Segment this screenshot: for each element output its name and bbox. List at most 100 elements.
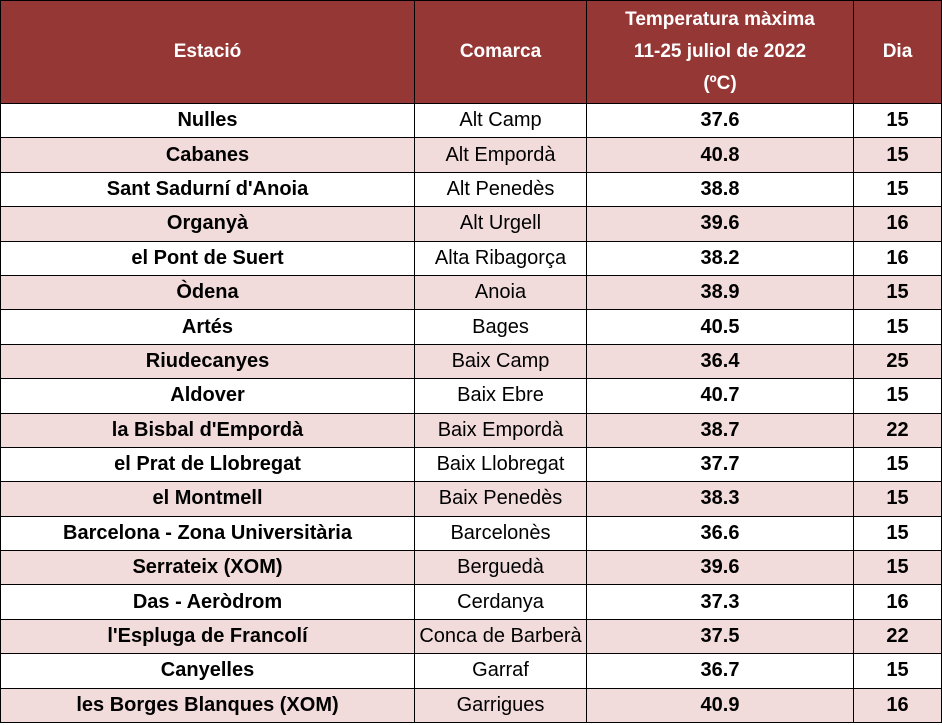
day-cell: 15: [853, 274, 942, 311]
table-header: Estació Comarca Temperatura màxima 11-25…: [0, 0, 942, 104]
comarca-cell: Baix Penedès: [414, 481, 587, 517]
max-temperature-cell: 39.6: [586, 206, 854, 242]
comarca-cell: Garrigues: [414, 687, 587, 724]
table-row: Artés Bages 40.5 15: [0, 309, 942, 345]
max-temperature-cell: 37.7: [586, 446, 854, 483]
station-cell: Sant Sadurní d'Anoia: [0, 171, 415, 208]
max-temperature-cell: 37.3: [586, 584, 854, 620]
station-cell: Canyelles: [0, 653, 415, 689]
day-cell: 15: [853, 102, 942, 139]
table-row: Aldover Baix Ebre 40.7 15: [0, 378, 942, 414]
max-temperature-cell: 40.9: [586, 687, 854, 724]
max-temperature-cell: 40.7: [586, 378, 854, 414]
comarca-cell: Baix Ebre: [414, 378, 587, 414]
day-cell: 15: [853, 653, 942, 689]
day-cell: 16: [853, 584, 942, 620]
max-temperature-cell: 37.5: [586, 618, 854, 655]
header-row: Estació Comarca Temperatura màxima 11-25…: [0, 0, 942, 104]
comarca-cell: Alt Urgell: [414, 206, 587, 242]
station-cell: el Montmell: [0, 481, 415, 517]
station-cell: Das - Aeròdrom: [0, 584, 415, 620]
table-row: el Pont de Suert Alta Ribagorça 38.2 16: [0, 240, 942, 276]
day-cell: 16: [853, 240, 942, 276]
station-cell: el Prat de Llobregat: [0, 446, 415, 483]
day-cell: 22: [853, 618, 942, 655]
header-comarca: Comarca: [414, 0, 587, 104]
max-temperature-cell: 38.7: [586, 412, 854, 448]
header-station: Estació: [0, 0, 415, 104]
table-row: Organyà Alt Urgell 39.6 16: [0, 206, 942, 242]
table-row: el Montmell Baix Penedès 38.3 15: [0, 481, 942, 517]
station-cell: l'Espluga de Francolí: [0, 618, 415, 655]
max-temperature-cell: 38.9: [586, 274, 854, 311]
table-row: Sant Sadurní d'Anoia Alt Penedès 38.8 15: [0, 171, 942, 208]
comarca-cell: Conca de Barberà: [414, 618, 587, 655]
table-row: la Bisbal d'Empordà Baix Empordà 38.7 22: [0, 412, 942, 448]
day-cell: 15: [853, 171, 942, 208]
day-cell: 25: [853, 343, 942, 380]
table-row: Barcelona - Zona Universitària Barcelonès…: [0, 515, 942, 552]
station-cell: Artés: [0, 309, 415, 345]
comarca-cell: Alt Camp: [414, 102, 587, 139]
comarca-cell: Berguedà: [414, 550, 587, 586]
max-temperature-cell: 36.4: [586, 343, 854, 380]
station-cell: Barcelona - Zona Universitària: [0, 515, 415, 552]
day-cell: 15: [853, 137, 942, 173]
station-cell: Organyà: [0, 206, 415, 242]
day-cell: 22: [853, 412, 942, 448]
comarca-cell: Cerdanya: [414, 584, 587, 620]
comarca-cell: Bages: [414, 309, 587, 345]
max-temperature-cell: 40.5: [586, 309, 854, 345]
station-cell: Aldover: [0, 378, 415, 414]
table-row: Canyelles Garraf 36.7 15: [0, 653, 942, 689]
day-cell: 16: [853, 687, 942, 724]
comarca-cell: Baix Llobregat: [414, 446, 587, 483]
day-cell: 15: [853, 481, 942, 517]
comarca-cell: Alta Ribagorça: [414, 240, 587, 276]
table-row: Òdena Anoia 38.9 15: [0, 274, 942, 311]
header-temp-line-1: Temperatura màxima: [625, 9, 815, 30]
max-temperature-cell: 37.6: [586, 102, 854, 139]
station-cell: Òdena: [0, 274, 415, 311]
station-cell: Nulles: [0, 102, 415, 139]
header-max-temperature: Temperatura màxima 11-25 juliol de 2022 …: [586, 0, 854, 104]
day-cell: 16: [853, 206, 942, 242]
station-cell: Riudecanyes: [0, 343, 415, 380]
table-row: Serrateix (XOM) Berguedà 39.6 15: [0, 550, 942, 586]
comarca-cell: Baix Camp: [414, 343, 587, 380]
day-cell: 15: [853, 515, 942, 552]
comarca-cell: Alt Penedès: [414, 171, 587, 208]
day-cell: 15: [853, 378, 942, 414]
table-row: Cabanes Alt Empordà 40.8 15: [0, 137, 942, 173]
max-temperature-cell: 38.8: [586, 171, 854, 208]
max-temperature-cell: 39.6: [586, 550, 854, 586]
max-temperature-cell: 40.8: [586, 137, 854, 173]
table-row: el Prat de Llobregat Baix Llobregat 37.7 15: [0, 446, 942, 483]
comarca-cell: Barcelonès: [414, 515, 587, 552]
day-cell: 15: [853, 309, 942, 345]
comarca-cell: Baix Empordà: [414, 412, 587, 448]
max-temperature-cell: 38.2: [586, 240, 854, 276]
station-cell: Serrateix (XOM): [0, 550, 415, 586]
table-body: Nulles Alt Camp 37.6 15 Cabanes Alt Empordà 40…: [0, 102, 942, 724]
max-temperature-cell: 38.3: [586, 481, 854, 517]
comarca-cell: Anoia: [414, 274, 587, 311]
table-row: l'Espluga de Francolí Conca de Barberà 37.…: [0, 618, 942, 655]
station-cell: la Bisbal d'Empordà: [0, 412, 415, 448]
header-temp-line-3: (ºC): [703, 73, 737, 94]
station-cell: Cabanes: [0, 137, 415, 173]
max-temperature-cell: 36.6: [586, 515, 854, 552]
header-temp-line-2: 11-25 juliol de 2022: [633, 41, 807, 62]
day-cell: 15: [853, 446, 942, 483]
max-temperature-cell: 36.7: [586, 653, 854, 689]
station-cell: les Borges Blanques (XOM): [0, 687, 415, 724]
header-day: Dia: [853, 0, 942, 104]
table-row: Das - Aeròdrom Cerdanya 37.3 16: [0, 584, 942, 620]
table-row: Nulles Alt Camp 37.6 15: [0, 102, 942, 139]
table-row: Riudecanyes Baix Camp 36.4 25: [0, 343, 942, 380]
day-cell: 15: [853, 550, 942, 586]
comarca-cell: Alt Empordà: [414, 137, 587, 173]
table-row: les Borges Blanques (XOM) Garrigues 40.9 16: [0, 687, 942, 724]
comarca-cell: Garraf: [414, 653, 587, 689]
